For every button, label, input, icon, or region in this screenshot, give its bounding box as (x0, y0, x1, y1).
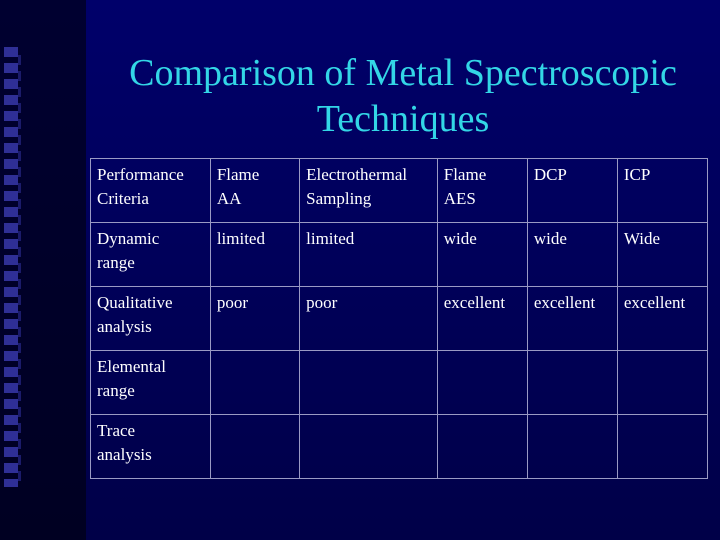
table-cell: excellent (436, 286, 528, 351)
table-cell: Elemental range (90, 350, 211, 415)
table-cell (209, 414, 301, 479)
slide-title: Comparison of Metal Spectroscopic Techni… (86, 50, 720, 142)
table-cell (526, 350, 618, 415)
table-cell (616, 414, 709, 479)
table-cell: Flame AES (436, 158, 528, 223)
table-cell (299, 350, 438, 415)
table-cell (299, 414, 438, 479)
table-cell (436, 350, 528, 415)
table-cell: poor (209, 286, 301, 351)
table-cell (616, 350, 709, 415)
slide-title-line-2: Techniques (316, 98, 490, 140)
comparison-table: Performance Criteria Flame AA Electrotherm… (90, 158, 709, 479)
table-cell: Dynamic range (90, 222, 211, 287)
table-cell (209, 350, 301, 415)
table-row: Elemental range (90, 350, 709, 415)
table-cell (436, 414, 528, 479)
table-cell: Qualitative analysis (90, 286, 211, 351)
table-cell (526, 414, 618, 479)
table-cell: limited (299, 222, 438, 287)
table-row: Dynamic range limited limited wide wide W… (90, 222, 709, 287)
table-cell: Wide (616, 222, 709, 287)
table-cell: Trace analysis (90, 414, 211, 479)
table-row: Qualitative analysis poor poor excellent … (90, 286, 709, 351)
table-cell: limited (209, 222, 301, 287)
table-row: Trace analysis (90, 414, 709, 479)
table-cell: Flame AA (209, 158, 301, 223)
table-cell: Electrothermal Sampling (299, 158, 438, 223)
decorative-squares-shadow (18, 55, 21, 485)
left-decorative-strip (0, 0, 86, 540)
slide-title-line-1: Comparison of Metal Spectroscopic (129, 52, 677, 94)
table-cell: Performance Criteria (90, 158, 211, 223)
table-cell: excellent (616, 286, 709, 351)
table-cell: wide (526, 222, 618, 287)
table-row: Performance Criteria Flame AA Electrotherm… (90, 158, 709, 223)
table-cell: poor (299, 286, 438, 351)
table-cell: excellent (526, 286, 618, 351)
table-cell: wide (436, 222, 528, 287)
decorative-squares (4, 47, 18, 487)
table-cell: DCP (526, 158, 618, 223)
table-cell: ICP (616, 158, 709, 223)
